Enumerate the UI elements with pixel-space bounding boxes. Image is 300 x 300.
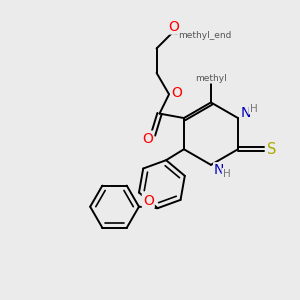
Text: O: O	[171, 86, 182, 100]
Text: N: N	[214, 163, 224, 177]
Text: O: O	[143, 194, 154, 208]
Text: H: H	[223, 169, 230, 179]
Text: N: N	[241, 106, 251, 120]
Text: methyl_end: methyl_end	[178, 31, 231, 40]
Text: S: S	[267, 142, 276, 157]
Text: O: O	[168, 20, 179, 34]
Text: H: H	[250, 103, 257, 113]
Text: O: O	[142, 132, 153, 145]
Text: methyl: methyl	[195, 74, 227, 82]
